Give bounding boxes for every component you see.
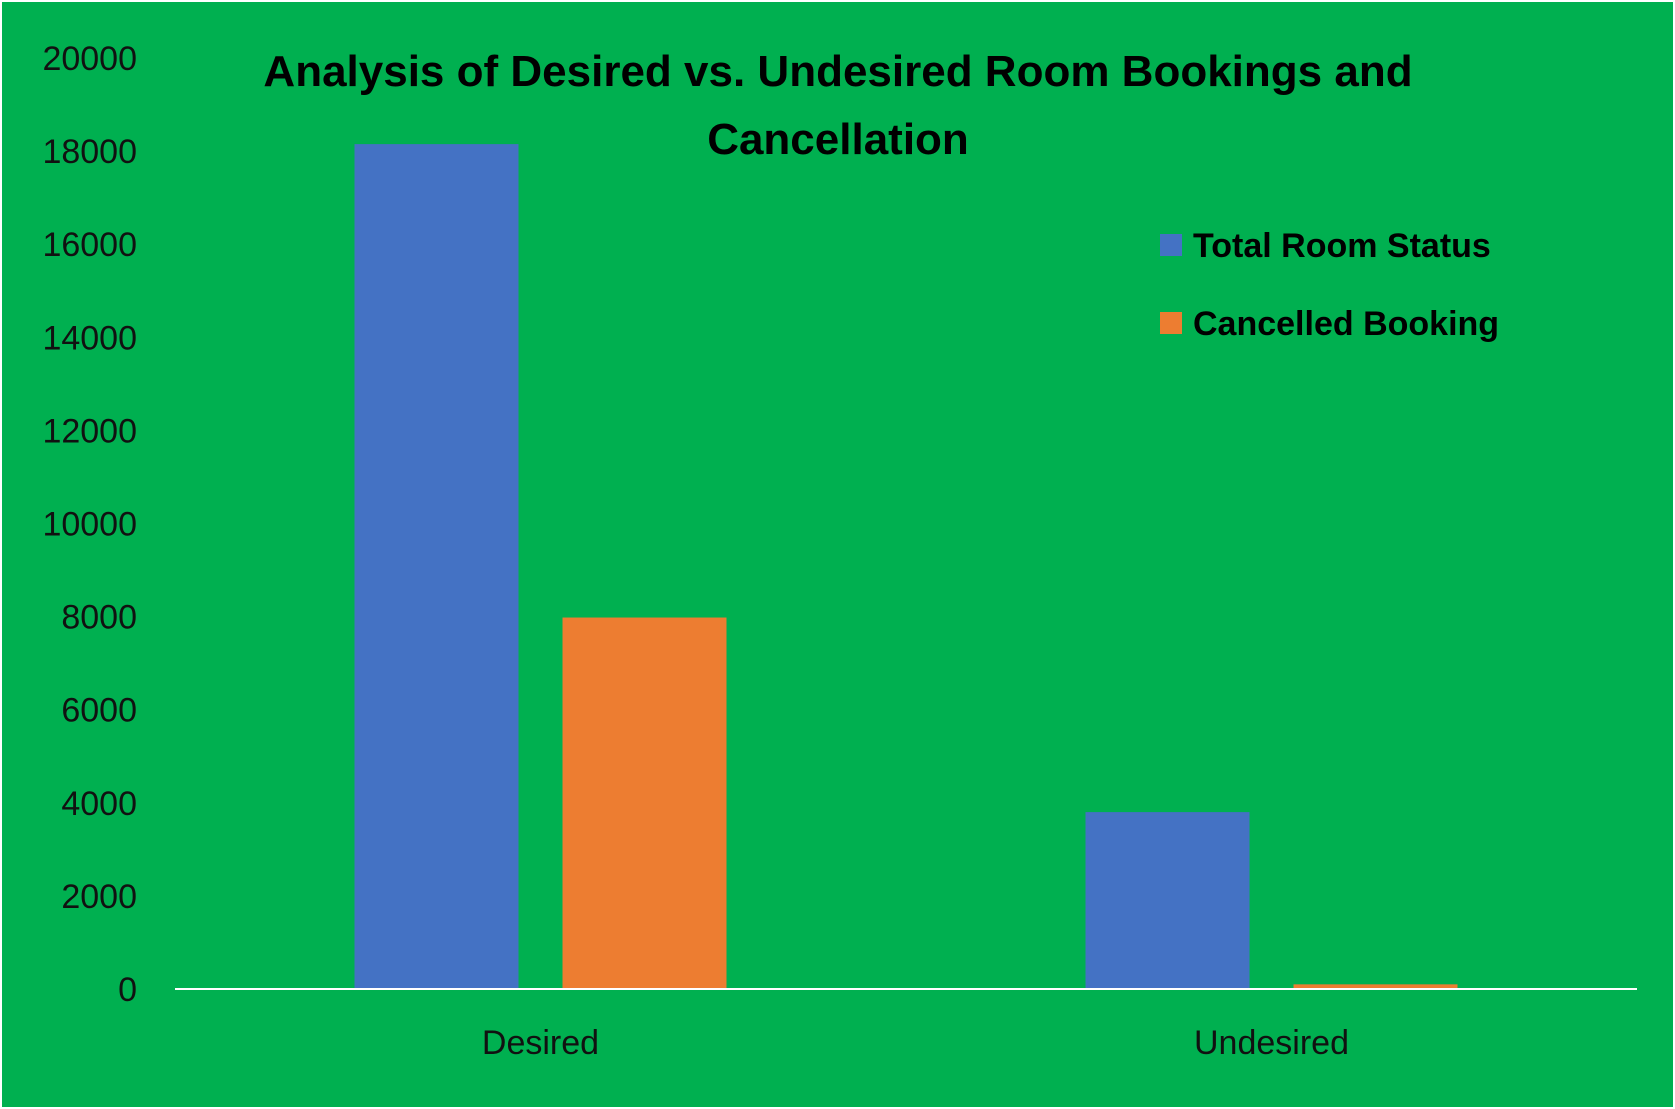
y-tick-label-18000: 18000 [42, 133, 137, 171]
legend: Total Room Status Cancelled Booking [1160, 227, 1499, 343]
y-tick-label-4000: 4000 [61, 785, 137, 823]
x-category-label-undesired: Undesired [1194, 1024, 1349, 1062]
y-tick-label-20000: 20000 [42, 40, 137, 78]
y-tick-label-6000: 6000 [61, 692, 137, 730]
legend-swatch-total-room-status [1160, 234, 1182, 256]
x-category-label-desired: Desired [482, 1024, 599, 1062]
legend-swatch-cancelled-booking [1160, 312, 1182, 334]
bar-desired-cancelled-booking [562, 617, 727, 989]
y-axis: 0 2000 4000 6000 8000 10000 12000 14000 16000 180… [42, 40, 137, 1009]
legend-item-total-room-status: Total Room Status [1160, 227, 1491, 265]
y-tick-label-2000: 2000 [61, 878, 137, 916]
y-tick-label-0: 0 [118, 971, 137, 1009]
legend-item-cancelled-booking: Cancelled Booking [1160, 305, 1499, 343]
chart-title-line-1: Analysis of Desired vs. Undesired Room B… [263, 47, 1412, 96]
bar-desired-total-room-status [354, 144, 519, 989]
legend-label-total-room-status: Total Room Status [1193, 227, 1491, 265]
y-tick-label-14000: 14000 [42, 319, 137, 357]
legend-label-cancelled-booking: Cancelled Booking [1193, 305, 1499, 343]
y-tick-label-8000: 8000 [61, 599, 137, 637]
y-tick-label-10000: 10000 [42, 506, 137, 544]
chart-title-line-2: Cancellation [707, 115, 969, 164]
bars [354, 144, 1458, 989]
bar-undesired-cancelled-booking [1293, 984, 1458, 989]
x-axis: Desired Undesired [482, 1024, 1349, 1062]
chart-title: Analysis of Desired vs. Undesired Room B… [263, 47, 1412, 164]
y-tick-label-16000: 16000 [42, 226, 137, 264]
y-tick-label-12000: 12000 [42, 412, 137, 450]
bar-undesired-total-room-status [1085, 812, 1250, 989]
